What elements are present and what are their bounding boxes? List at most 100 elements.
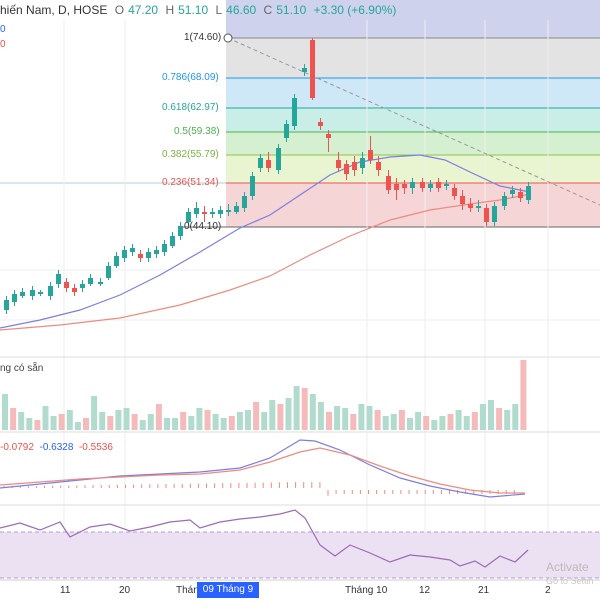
volume-bar-25 [204,410,211,430]
candle-body-42 [352,162,357,170]
fib-label-0382: 0.382(55.79) [162,149,219,160]
candle-body-31 [258,158,263,168]
open-value: 47.20 [128,3,159,17]
activate-watermark: Activate [546,560,589,574]
candle-body-28 [234,206,239,212]
volume-bar-24 [196,408,203,430]
candlestick-series [4,38,531,314]
candle-body-24 [202,212,207,214]
activate-watermark-sub: Go to Settin [546,576,594,586]
candle-body-9 [80,284,85,288]
volume-bar-56 [455,410,462,430]
volume-bar-58 [471,412,478,430]
low-label: L [215,3,223,17]
volume-bar-57 [463,416,470,430]
candle-body-57 [476,206,481,208]
volume-bar-31 [253,402,260,430]
macd-line-value: -0.6328 [39,442,74,453]
volume-bar-49 [398,410,405,430]
candle-body-39 [326,134,331,138]
candle-body-33 [276,148,281,170]
x-tick-thang10: Tháng 10 [345,585,388,596]
x-tick-11: 11 [60,585,71,596]
candle-body-19 [162,244,167,252]
signal-line [0,447,525,494]
x-tick-2: 2 [545,585,551,596]
candle-body-21 [178,226,183,236]
candle-body-14 [122,250,127,258]
volume-bar-30 [245,410,251,430]
trend-line[interactable] [227,37,600,206]
candle-body-20 [170,236,175,246]
volume-bar-61 [496,408,503,430]
volume-bar-18 [147,414,154,430]
fib-label-0: 0(44.10) [184,221,222,232]
volume-bar-36 [293,386,300,430]
candle-body-2 [20,292,25,296]
fib-label-1: 1(74.60) [184,32,222,43]
left-badge-1: 0 [0,24,6,35]
volume-bar-15 [123,408,130,430]
volume-bar-5 [42,406,49,430]
volume-bar-2 [18,412,25,430]
volume-bar-38 [309,394,316,430]
volume-bar-37 [301,388,308,430]
candle-body-3 [30,290,35,296]
macd-histogram [3,482,515,496]
volume-bar-29 [236,412,243,430]
volume-bar-48 [390,414,397,430]
rsi-line [0,509,529,568]
volume-bar-60 [488,400,494,430]
candle-body-22 [186,212,191,222]
high-value: 51.10 [178,3,209,17]
chart-canvas[interactable] [0,0,600,600]
candle-body-61 [510,190,515,194]
candle-body-7 [64,282,69,288]
volume-bar-42 [342,408,349,430]
volume-bar-59 [479,404,486,430]
volume-bar-21 [172,418,179,430]
trend-line-handle[interactable] [223,33,233,43]
volume-bar-1 [10,408,17,430]
x-tick-21: 21 [478,585,490,596]
candle-body-13 [114,256,119,266]
volume-bar-10 [83,418,89,430]
volume-bar-43 [350,414,357,430]
candle-body-54 [452,188,457,196]
volume-bar-44 [358,404,365,430]
volume-bar-63 [512,404,519,430]
candle-body-38 [318,122,323,126]
candle-body-10 [88,278,93,284]
candle-body-53 [444,184,449,186]
volume-bar-64 [520,360,527,430]
candle-body-45 [376,162,381,170]
candle-body-23 [194,208,199,214]
candle-body-15 [130,248,135,252]
volume-bar-26 [212,414,219,430]
volume-label: ng có sẵn [0,363,44,374]
candle-body-5 [48,286,53,296]
volume-bar-13 [107,416,114,430]
volume-bar-51 [415,412,422,430]
volume-bar-22 [180,412,187,430]
fib-label-0236: 0.236(51.34) [162,177,219,188]
candle-body-12 [106,266,111,278]
volume-bar-27 [220,418,227,430]
volume-bar-17 [139,420,146,430]
symbol-title[interactable]: hiến Nam, D, HOSE [0,3,108,17]
candle-body-18 [154,250,159,254]
candle-body-40 [336,160,341,168]
candle-body-59 [492,206,497,222]
candle-body-43 [360,158,365,168]
candle-body-0 [4,300,9,310]
volume-bar-6 [50,416,57,430]
macd-values: -0.0792 -0.6328 -0.5536 [0,442,113,453]
candle-body-46 [386,176,391,190]
volume-bar-7 [58,414,65,430]
volume-bar-45 [366,406,373,430]
volume-bar-40 [326,412,332,430]
candle-body-4 [38,292,43,294]
volume-bar-46 [374,410,381,430]
volume-bar-55 [447,414,454,430]
volume-bar-33 [269,400,276,430]
